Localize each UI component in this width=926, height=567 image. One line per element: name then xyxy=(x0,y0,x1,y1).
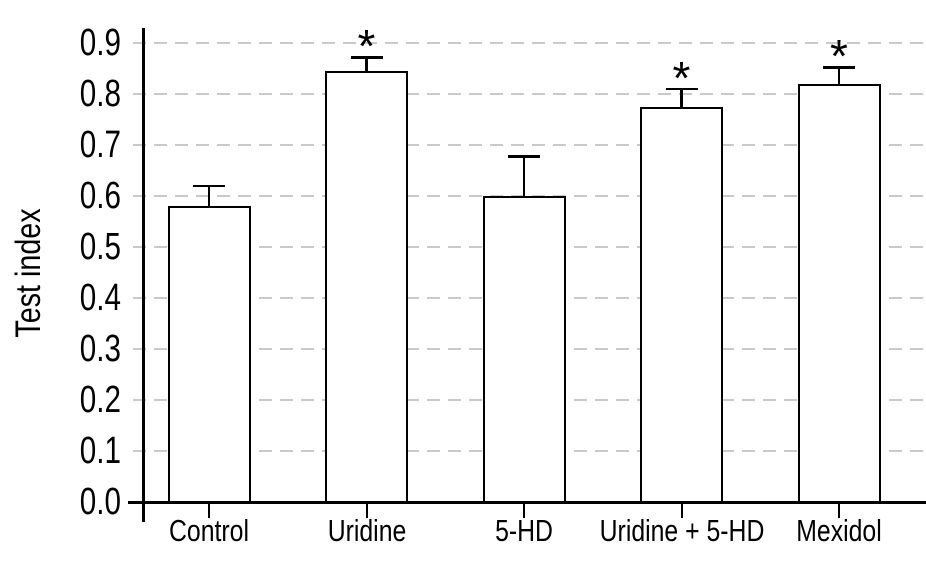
significance-asterisk: * xyxy=(672,51,691,104)
y-tick-label: 0.6 xyxy=(79,175,121,217)
x-axis-line xyxy=(128,501,926,504)
significance-asterisk: * xyxy=(357,20,376,73)
x-tick xyxy=(365,503,368,518)
x-tick xyxy=(523,503,525,518)
y-tick-label: 0.5 xyxy=(79,226,121,268)
x-tick-label: Control xyxy=(169,513,249,548)
gridline xyxy=(133,42,926,44)
bar-uridine xyxy=(325,71,408,502)
y-tick-label: 0.0 xyxy=(79,481,121,523)
x-tick-label: Uridine + 5-HD xyxy=(599,513,764,548)
y-tick-label: 0.4 xyxy=(79,277,121,319)
x-tick-label: Mexidol xyxy=(796,513,882,548)
y-tick-label: 0.7 xyxy=(79,124,121,166)
gridline xyxy=(133,144,926,146)
error-bar-line xyxy=(680,88,683,107)
y-axis-line xyxy=(142,28,145,522)
error-bar-cap xyxy=(350,56,383,59)
error-bar-line xyxy=(837,67,841,84)
x-tick xyxy=(208,503,210,518)
x-tick-label: Uridine xyxy=(327,513,406,548)
error-bar-line xyxy=(522,156,526,196)
error-bar-cap xyxy=(193,184,225,188)
bar-control xyxy=(167,206,251,502)
bar-5-hd xyxy=(482,196,566,502)
x-tick xyxy=(838,503,840,518)
y-axis-title: Test index xyxy=(9,208,48,338)
error-bar-cap xyxy=(823,66,855,69)
y-tick-label: 0.8 xyxy=(79,73,121,115)
gridline xyxy=(133,93,926,95)
y-tick-label: 0.2 xyxy=(79,379,121,421)
y-tick-label: 0.1 xyxy=(79,430,121,472)
significance-asterisk: * xyxy=(830,30,848,83)
bar-uridine-5-hd xyxy=(640,106,723,502)
y-tick-label: 0.3 xyxy=(79,328,121,370)
error-bar-cap xyxy=(508,155,540,158)
error-bar-line xyxy=(365,57,368,72)
bar-mexidol xyxy=(797,83,881,502)
error-bar-line xyxy=(207,185,211,207)
y-tick-label: 0.9 xyxy=(79,22,121,64)
x-tick xyxy=(680,503,683,518)
x-tick-label: 5-HD xyxy=(495,513,553,548)
error-bar-cap xyxy=(665,87,698,91)
